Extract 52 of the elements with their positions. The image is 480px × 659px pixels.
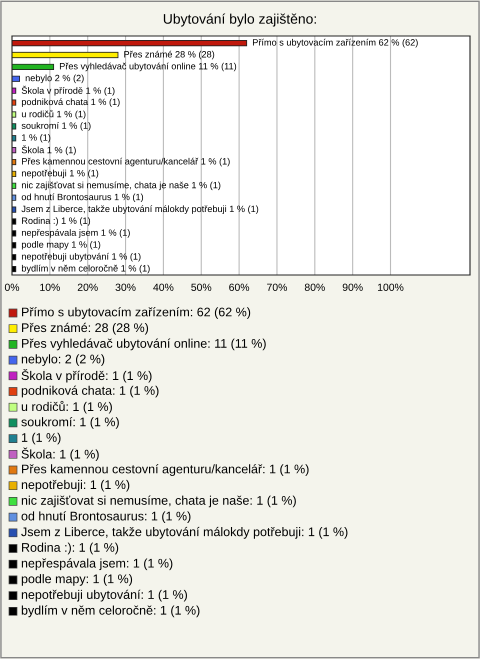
text: 1 (1 %) <box>22 432 61 444</box>
category-label: od hnutí Brontosaurus 1 % (1) <box>22 193 144 202</box>
text: nepřespávala jsem: 1 (1 %) <box>22 558 172 570</box>
text: bydlím v něm celoročně: 1 (1 %) <box>22 605 200 618</box>
text: od hnutí Brontosaurus: 1 (1 %) <box>22 511 190 523</box>
text: Rodina :): 1 (1 %) <box>22 542 118 554</box>
text: Přímo s ubytovacím zařízením: 62 (62 %) <box>22 307 250 319</box>
x-tick-label: 50% <box>191 284 212 291</box>
x-tick-label: 30% <box>116 284 136 291</box>
x-tick-label: 60% <box>229 284 250 291</box>
data-label: 1 % (1) <box>22 134 50 143</box>
text: nepotřebuji ubytování: 1 (1 %) <box>22 590 187 602</box>
category-label: u rodičů 1 % (1) <box>22 110 86 120</box>
category-label: Přímo s ubytovacím zařízením 62 % (62) <box>252 38 418 48</box>
category-label: soukromí 1 % (1) <box>22 122 91 131</box>
text: u rodičů: 1 (1 %) <box>22 400 112 414</box>
category-label: podle mapy 1 % (1) <box>22 241 100 250</box>
x-tick-label: 40% <box>153 284 174 291</box>
category-label: Přes kamennou cestovní agenturu/kancelář 1 % (1) <box>22 158 230 166</box>
x-tick-label: 80% <box>304 284 325 291</box>
text: soukromí: 1 (1 %) <box>21 417 119 429</box>
category-label: nebylo 2 % (2) <box>26 74 84 84</box>
category-label: Přes vyhledávač ubytování online 11 % (11) <box>60 62 236 72</box>
x-tick-label: 20% <box>78 284 98 291</box>
x-tick-label: 10% <box>40 284 60 291</box>
x-tick-label: 0% <box>4 284 20 291</box>
category-label: Jsem z Liberce, takže ubytování málokdy potřebuji 1 % (1) <box>21 205 258 214</box>
category-label: nic zajišťovat si nemusíme, chata je naše 1 % (1) <box>22 181 220 190</box>
category-label: nepotřebuji 1 % (1) <box>22 170 98 178</box>
category-label: Škola 1 % (1) <box>22 145 76 156</box>
category-label: podniková chata 1 % (1) <box>22 98 120 107</box>
x-tick-label: 90% <box>342 284 363 291</box>
chart-title: Ubytování bylo zajištěno: <box>164 13 316 27</box>
text: nic zajišťovat si nemusíme, chata je naše: 1 (1 %) <box>22 496 296 508</box>
text: Přes známé: 28 (28 %) <box>22 322 148 335</box>
text: podle mapy: 1 (1 %) <box>22 574 132 586</box>
category-label: Škola v přírodě 1 % (1) <box>22 86 115 96</box>
text: Přes vyhledávač ubytování online: 11 (11 %) <box>22 338 266 350</box>
text: podniková chata: 1 (1 %) <box>22 386 158 398</box>
category-label: Přes známé 28 % (28) <box>124 50 214 60</box>
category-label: nepotřebuji ubytování 1 % (1) <box>22 252 141 262</box>
text: Škola: 1 (1 %) <box>22 448 99 462</box>
category-label: nepřespávala jsem 1 % (1) <box>22 229 130 238</box>
x-tick-label: 100% <box>378 284 404 291</box>
category-label: Rodina :) 1 % (1) <box>22 217 90 226</box>
text: Škola v přírodě: 1 (1 %) <box>22 369 152 383</box>
text: nepotřebuji: 1 (1 %) <box>22 480 130 492</box>
text: nebylo: 2 (2 %) <box>22 354 104 366</box>
text: Přes kamennou cestovní agenturu/kancelář: 1 (1 %) <box>22 464 309 476</box>
category-label: bydlím v něm celoročně 1 % (1) <box>22 264 150 274</box>
text: Jsem z Liberce, takže ubytování málokdy potřebuji: 1 (1 %) <box>21 526 348 539</box>
x-tick-label: 70% <box>267 284 288 291</box>
